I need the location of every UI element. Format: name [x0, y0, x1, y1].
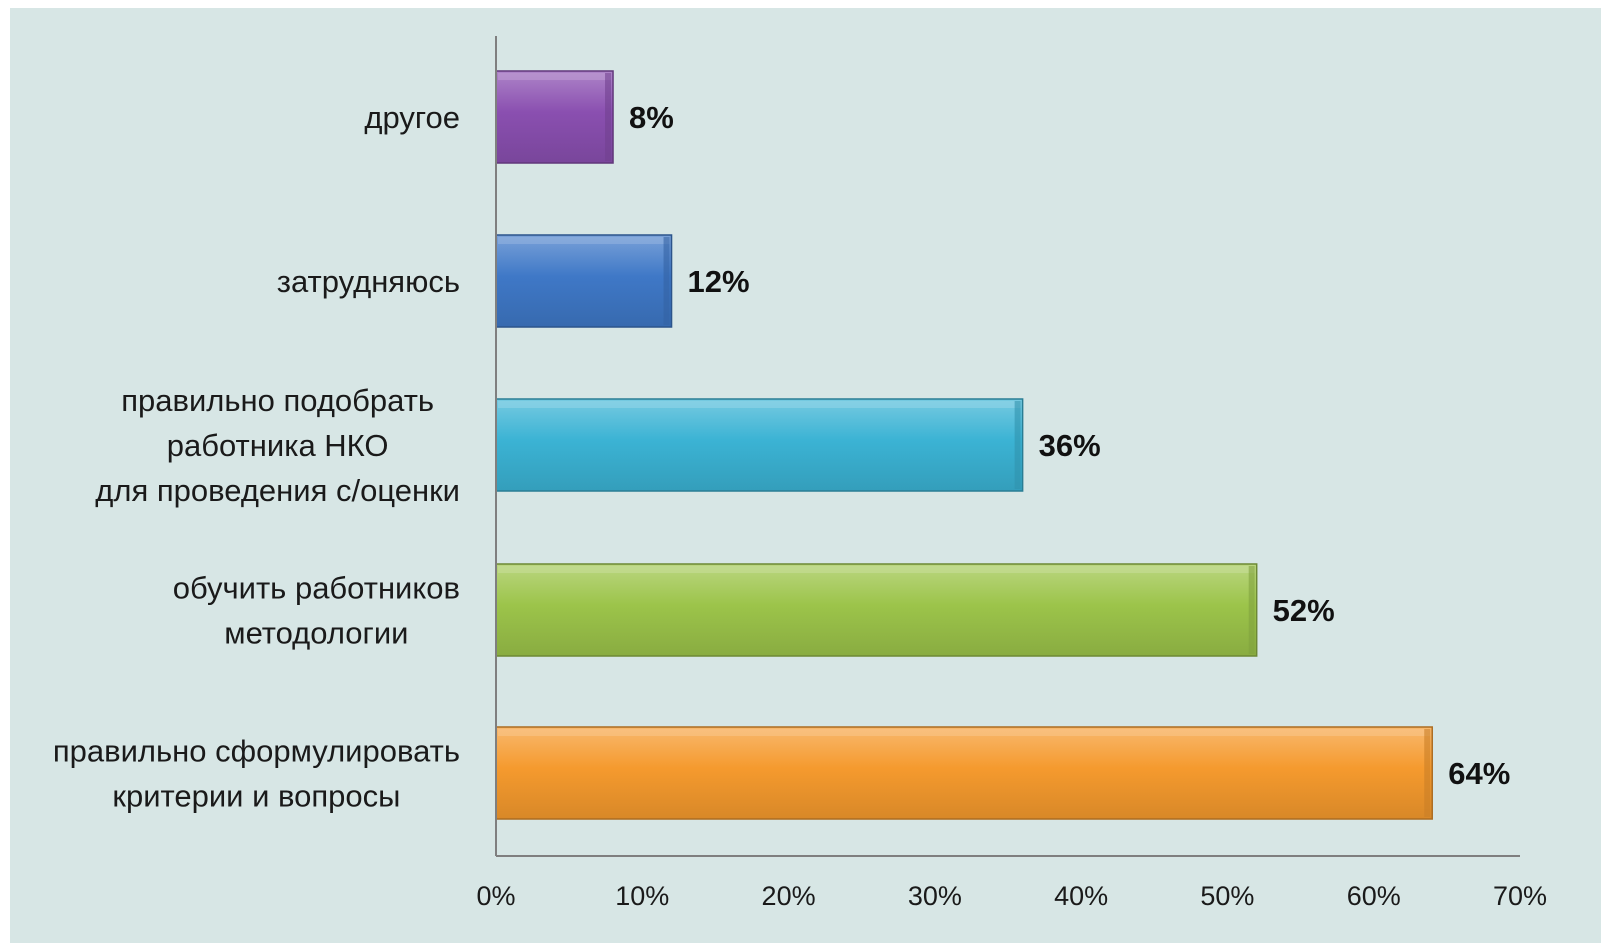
category-label: другое — [364, 100, 460, 135]
bar-value-label: 52% — [1273, 593, 1335, 628]
bar-bevel-right — [1248, 566, 1255, 654]
bar-bar-orange — [495, 726, 1433, 820]
bar-bevel-top — [498, 73, 612, 80]
category-label-line: затрудняюсь — [277, 264, 460, 299]
bar-bevel-top — [498, 401, 1021, 408]
bar-bevel-right — [1424, 729, 1431, 817]
bar-value-label: 64% — [1448, 756, 1510, 791]
category-label: правильно подобрать работника НКО для пров… — [95, 383, 460, 508]
x-tick-label: 60% — [1347, 881, 1401, 911]
category-labels: другое затрудняюсь правильно подобрать рабо… — [53, 100, 460, 814]
bar-bar-green — [495, 563, 1258, 657]
x-tick-label: 0% — [476, 881, 515, 911]
category-label-line: работника НКО — [167, 428, 389, 463]
category-label-line: методологии — [224, 616, 408, 651]
x-axis-ticks: 0% 10% 20% 30% 40% 50% 60% 70% — [476, 881, 1547, 911]
category-label-line: правильно сформулировать — [53, 734, 460, 769]
bar-bevel-top — [498, 729, 1431, 736]
category-label: затрудняюсь — [277, 264, 460, 299]
bar-value-label: 12% — [688, 264, 750, 299]
bar-bevel-top — [498, 566, 1255, 573]
bar-bar-blue — [495, 234, 673, 328]
category-label: обучить работников методологии — [173, 571, 460, 651]
bar-bevel-right — [1014, 401, 1021, 489]
category-label: правильно сформулировать критерии и вопро… — [53, 734, 460, 814]
bar-bar-purple — [495, 70, 614, 164]
x-tick-label: 40% — [1054, 881, 1108, 911]
bar-value-label: 36% — [1039, 428, 1101, 463]
category-label-line: для проведения с/оценки — [95, 473, 460, 508]
x-tick-label: 30% — [908, 881, 962, 911]
category-label-line: правильно подобрать — [121, 383, 434, 418]
x-tick-label: 50% — [1200, 881, 1254, 911]
x-tick-label: 20% — [762, 881, 816, 911]
category-label-line: обучить работников — [173, 571, 460, 606]
bar-bevel-right — [663, 237, 670, 325]
bar-bevel-top — [498, 237, 670, 244]
category-label-line: другое — [364, 100, 460, 135]
x-tick-label: 70% — [1493, 881, 1547, 911]
bar-bar-cyan — [495, 398, 1024, 492]
bars-layer — [495, 70, 1433, 820]
category-label-line: критерии и вопросы — [112, 779, 400, 814]
value-labels: 8% 12% 36% 52% 64% — [629, 100, 1510, 791]
x-tick-label: 10% — [615, 881, 669, 911]
bar-bevel-right — [605, 73, 612, 161]
bar-value-label: 8% — [629, 100, 674, 135]
